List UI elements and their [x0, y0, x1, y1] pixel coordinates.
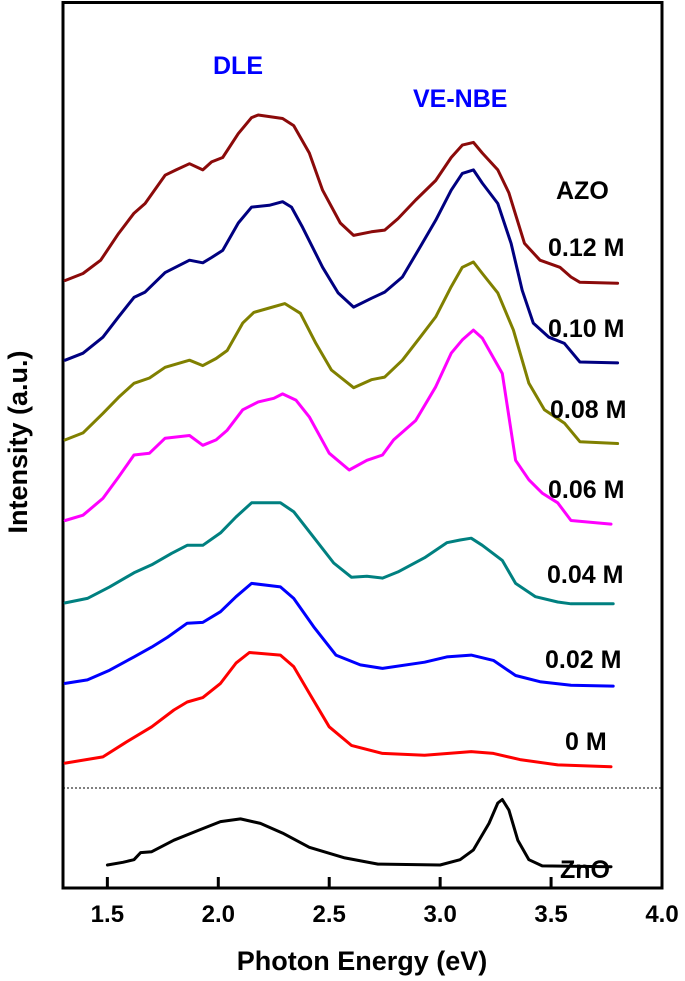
x-tick-label: 4.0 — [645, 901, 678, 928]
series-label-zno: ZnO — [560, 856, 610, 884]
series-line-0-08-m — [63, 260, 620, 445]
series-line-0-12-m — [63, 113, 620, 285]
annotation-ve-nbe: VE-NBE — [413, 85, 507, 113]
annotation-azo: AZO — [556, 177, 609, 205]
x-tick-label: 2.0 — [202, 901, 235, 928]
series-label-0-08m: 0.08 M — [550, 396, 626, 424]
plot-frame — [61, 1, 664, 890]
series-label-0-04m: 0.04 M — [547, 561, 623, 589]
x-axis-title: Photon Energy (eV) — [237, 946, 488, 976]
series-line-zno — [105, 798, 613, 869]
series-line-0-02-m — [63, 581, 615, 688]
series-label-0-02m: 0.02 M — [545, 646, 621, 674]
x-tick-label: 3.0 — [423, 901, 456, 928]
series-label-0-12m: 0.12 M — [548, 234, 624, 262]
spectra-curves — [63, 113, 620, 869]
series-label-0m: 0 M — [565, 728, 607, 756]
x-tick-label: 2.5 — [313, 901, 346, 928]
series-line-0-04-m — [63, 501, 615, 606]
x-tick-label: 3.5 — [534, 901, 567, 928]
series-line-0-06-m — [63, 328, 613, 526]
y-axis-title: Intensity (a.u.) — [3, 350, 33, 533]
x-tick-label: 1.5 — [91, 901, 124, 928]
series-label-0-06m: 0.06 M — [548, 476, 624, 504]
annotation-dle: DLE — [213, 52, 263, 80]
series-label-0-10m: 0.10 M — [548, 315, 624, 343]
x-axis-ticks: 1.5 2.0 2.5 3.0 3.5 4.0 — [91, 877, 679, 928]
series-line-0-10-m — [63, 168, 620, 365]
series-line-0-m — [63, 651, 613, 769]
